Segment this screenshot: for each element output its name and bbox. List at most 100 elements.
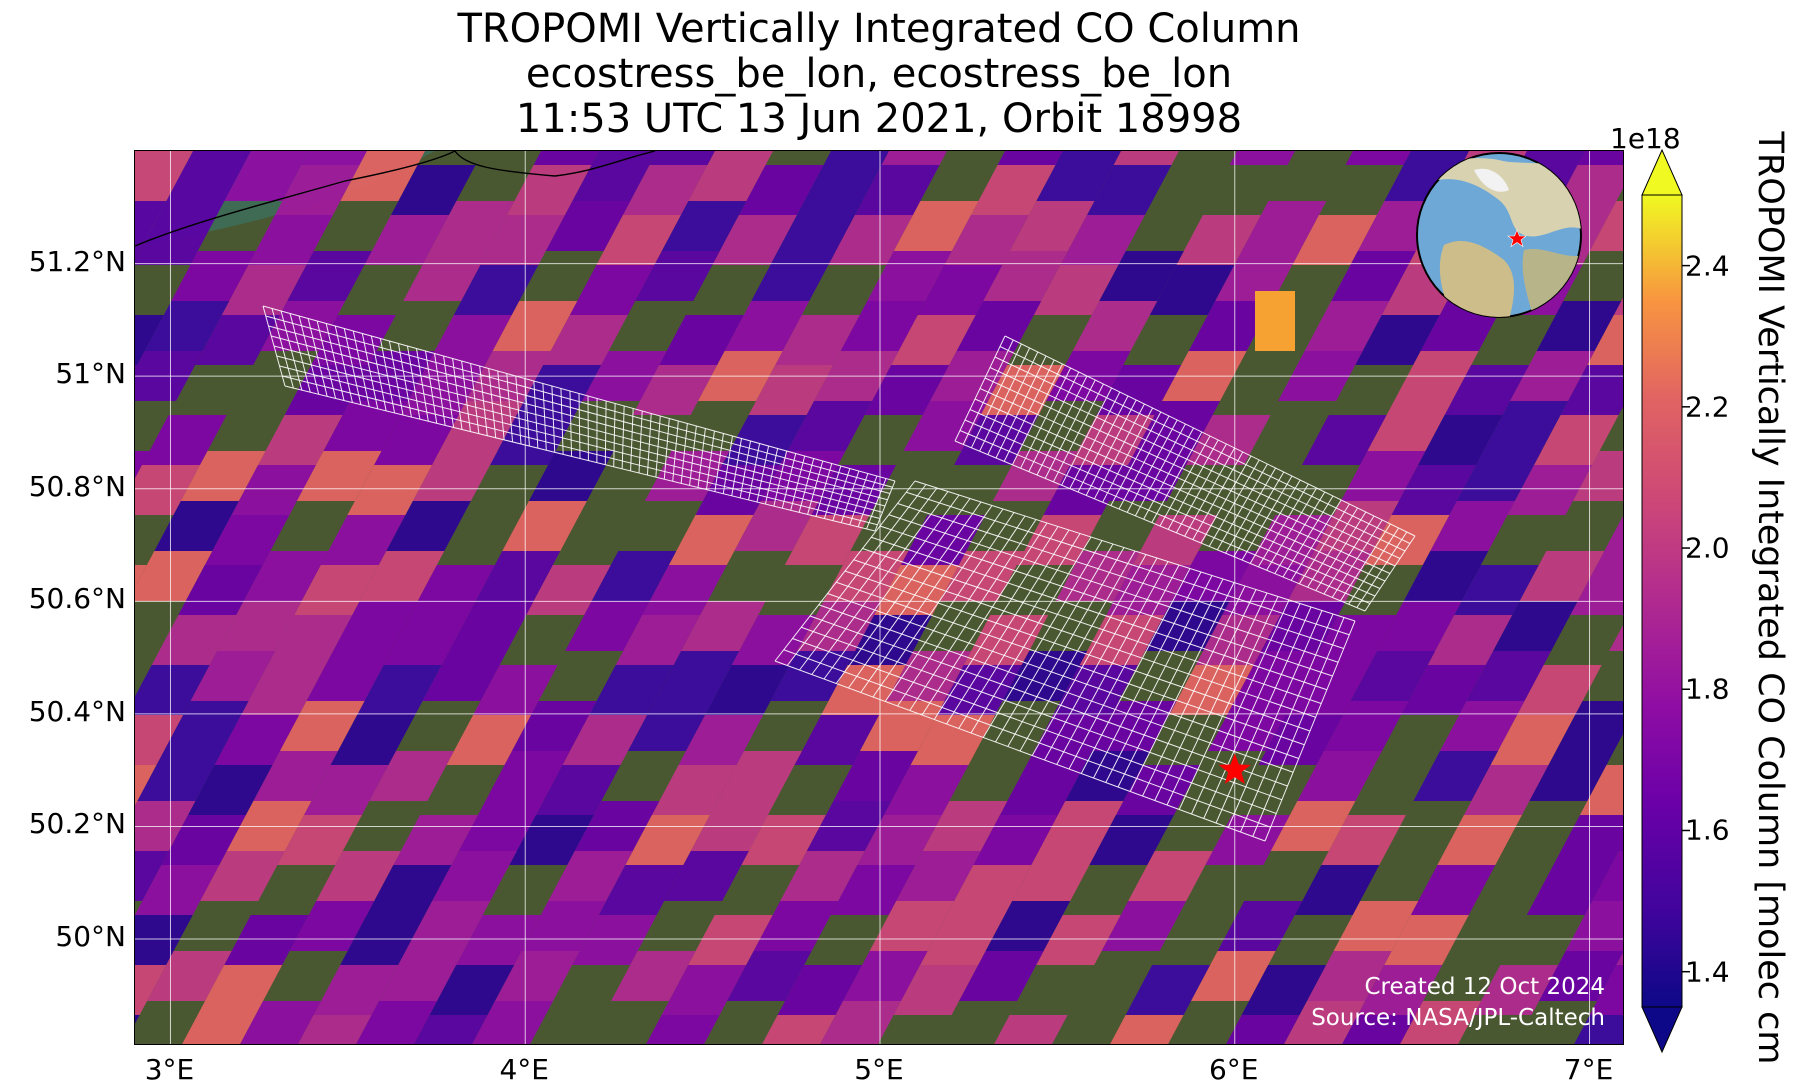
co-pixel bbox=[1384, 915, 1469, 965]
co-pixel bbox=[429, 201, 515, 251]
co-pixel bbox=[1396, 1001, 1482, 1044]
co-pixel bbox=[864, 365, 950, 415]
co-pixel bbox=[1113, 151, 1199, 165]
co-pixel bbox=[495, 951, 580, 1001]
co-pixel bbox=[828, 215, 913, 265]
co-pixel bbox=[591, 551, 677, 601]
co-pixel bbox=[572, 151, 657, 201]
co-pixel bbox=[1043, 465, 1129, 515]
ecostress-swath-2 bbox=[954, 335, 1416, 612]
co-pixel bbox=[1302, 415, 1387, 465]
co-pixel bbox=[1205, 815, 1290, 865]
lon-tick-label: 5°E bbox=[854, 1053, 904, 1086]
co-pixel bbox=[569, 265, 655, 315]
co-pixel bbox=[654, 651, 740, 701]
co-pixel bbox=[1149, 265, 1235, 315]
co-pixel bbox=[1529, 751, 1614, 801]
co-pixel bbox=[214, 715, 300, 765]
co-pixel bbox=[224, 151, 309, 201]
co-pixel bbox=[274, 165, 360, 215]
co-pixel bbox=[1241, 965, 1327, 1015]
co-pixel bbox=[854, 165, 940, 215]
co-pixel bbox=[661, 965, 747, 1015]
co-pixel bbox=[598, 865, 684, 915]
co-pixel bbox=[548, 851, 633, 901]
co-pixel bbox=[390, 165, 476, 215]
co-pixel bbox=[821, 665, 906, 715]
co-pixel bbox=[147, 951, 232, 1001]
co-pixel bbox=[1534, 415, 1619, 465]
co-pixel bbox=[135, 965, 167, 1015]
ecostress-swath-1 bbox=[262, 305, 896, 532]
co-pixel bbox=[151, 615, 237, 665]
co-pixel bbox=[775, 315, 860, 365]
co-pixel bbox=[983, 1015, 1068, 1044]
co-pixel bbox=[456, 915, 541, 965]
co-pixel bbox=[533, 151, 619, 165]
co-pixel bbox=[1526, 865, 1612, 915]
co-pixel bbox=[1186, 415, 1271, 465]
co-pixel bbox=[135, 865, 220, 915]
co-pixel bbox=[596, 215, 681, 265]
colorbar bbox=[1641, 148, 1690, 1054]
co-pixel bbox=[857, 815, 942, 865]
co-pixel bbox=[1418, 415, 1503, 465]
co-pixel bbox=[659, 315, 744, 365]
co-pixel bbox=[572, 915, 657, 965]
co-pixel bbox=[1294, 865, 1380, 915]
lon-tick-label: 3°E bbox=[144, 1053, 195, 1086]
co-pixel bbox=[142, 415, 227, 465]
co-pixel bbox=[751, 1015, 836, 1044]
co-pixel bbox=[1596, 515, 1623, 565]
co-pixel bbox=[893, 965, 979, 1015]
co-pixel bbox=[632, 365, 718, 415]
co-pixel bbox=[1248, 515, 1334, 565]
colorbar-gradient bbox=[1641, 194, 1683, 1008]
co-pixel bbox=[284, 365, 370, 415]
co-pixel bbox=[386, 501, 471, 551]
co-pixel bbox=[985, 901, 1071, 951]
co-pixel bbox=[1413, 751, 1498, 801]
co-pixel bbox=[200, 851, 285, 901]
co-pixel bbox=[664, 851, 749, 901]
co-pixel bbox=[135, 151, 193, 201]
co-pixel bbox=[289, 901, 375, 951]
co-pixel bbox=[1466, 651, 1552, 701]
co-pixel bbox=[316, 851, 401, 901]
co-pixel bbox=[1002, 651, 1088, 701]
co-pixel bbox=[1367, 401, 1453, 451]
co-pixel bbox=[449, 601, 534, 651]
co-pixel bbox=[717, 751, 802, 801]
lat-tick-label: 50.6°N bbox=[28, 582, 126, 616]
colorbar-tick-label: 2.0 bbox=[1685, 531, 1730, 565]
co-pixel-high bbox=[1255, 291, 1295, 351]
colorbar-extend-min bbox=[1641, 1006, 1683, 1054]
co-pixel bbox=[340, 915, 425, 965]
co-pixel bbox=[734, 501, 819, 551]
co-pixel bbox=[410, 565, 495, 615]
co-pixel bbox=[999, 765, 1085, 815]
map-panel[interactable]: Created 12 Oct 2024 Source: NASA/JPL-Cal… bbox=[134, 150, 1624, 1045]
co-pixel bbox=[1473, 965, 1559, 1015]
co-pixel bbox=[333, 601, 418, 651]
co-pixel bbox=[937, 665, 1022, 715]
co-pixel bbox=[190, 651, 276, 701]
co-pixel bbox=[731, 615, 817, 665]
co-pixel bbox=[611, 951, 696, 1001]
chart-title-line-3: 11:53 UTC 13 Jun 2021, Orbit 18998 bbox=[515, 96, 1243, 142]
co-pixel bbox=[883, 765, 969, 815]
co-pixel bbox=[920, 915, 1005, 965]
co-pixel bbox=[635, 1015, 720, 1044]
co-pixel bbox=[1331, 1015, 1416, 1044]
co-pixel bbox=[1444, 365, 1530, 415]
co-pixel bbox=[352, 1001, 438, 1044]
co-pixel bbox=[1401, 665, 1486, 715]
co-pixel bbox=[473, 665, 558, 715]
co-pixel bbox=[135, 915, 193, 965]
co-pixel bbox=[625, 815, 710, 865]
colorbar-exponent: 1e18 bbox=[1610, 122, 1681, 155]
co-pixel bbox=[1553, 815, 1623, 865]
co-pixel bbox=[1350, 651, 1436, 701]
co-pixel bbox=[135, 765, 157, 815]
co-pixel bbox=[705, 665, 790, 715]
